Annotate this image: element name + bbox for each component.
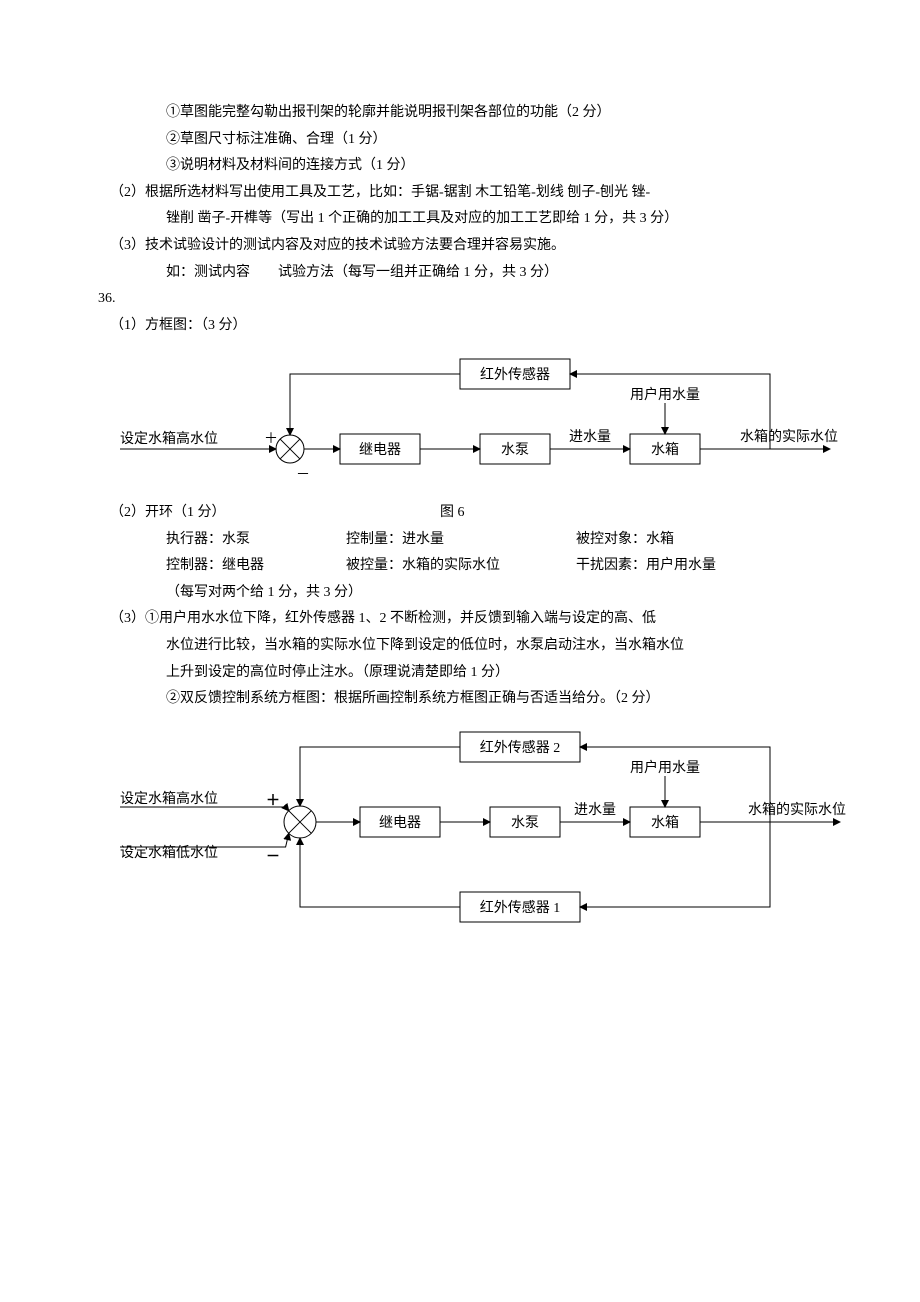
q35-sub2-line1: （2）根据所选材料写出使用工具及工艺，比如：手锯-锯割 木工铅笔-划线 刨子-刨…: [110, 180, 810, 207]
svg-text:－: －: [266, 850, 280, 865]
q36-params-row1: 执行器：水泵 控制量：进水量 被控对象：水箱: [166, 527, 810, 554]
executor: 执行器：水泵: [166, 527, 346, 554]
svg-text:水箱: 水箱: [651, 815, 679, 831]
q35-sub1-line3: ③说明材料及材料间的连接方式（1 分）: [166, 153, 810, 180]
svg-text:设定水箱高水位: 设定水箱高水位: [120, 430, 218, 447]
svg-text:用户用水量: 用户用水量: [630, 759, 700, 776]
q36-sub3-line3: 上升到设定的高位时停止注水。（原理说清楚即给 1 分）: [166, 660, 810, 687]
q36-sub1: （1）方框图：（3 分）: [110, 313, 810, 340]
svg-text:水箱: 水箱: [651, 442, 679, 458]
svg-text:水箱的实际水位: 水箱的实际水位: [740, 429, 838, 445]
q35-sub2-line2: 锉削 凿子-开榫等（写出 1 个正确的加工工具及对应的加工工艺即给 1 分，共 …: [166, 206, 810, 233]
q36-params-score: （每写对两个给 1 分，共 3 分）: [166, 580, 810, 607]
diagram-1: 设定水箱高水位＋继电器水泵进水量水箱用户用水量水箱的实际水位红外传感器－: [110, 339, 810, 500]
q36-params-row2: 控制器：继电器 被控量：水箱的实际水位 干扰因素：用户用水量: [166, 553, 810, 580]
controlled-qty: 被控量：水箱的实际水位: [346, 553, 576, 580]
diagram-2: 设定水箱高水位＋设定水箱低水位－继电器水泵进水量水箱用户用水量水箱的实际水位红外…: [110, 717, 810, 943]
controller: 控制器：继电器: [166, 553, 346, 580]
q35-sub3-line2: 如：测试内容 试验方法（每写一组并正确给 1 分，共 3 分）: [166, 260, 810, 287]
svg-text:继电器: 继电器: [379, 815, 421, 831]
controlled-obj: 被控对象：水箱: [576, 527, 674, 554]
svg-text:水泵: 水泵: [511, 815, 539, 831]
svg-text:水箱的实际水位: 水箱的实际水位: [748, 802, 846, 818]
q36-sub3-line4: ②双反馈控制系统方框图：根据所画控制系统方框图正确与否适当给分。（2 分）: [166, 686, 810, 713]
disturbance: 干扰因素：用户用水量: [576, 553, 716, 580]
q35-sub1-line2: ②草图尺寸标注准确、合理（1 分）: [166, 127, 810, 154]
svg-text:红外传感器 1: 红外传感器 1: [480, 899, 561, 916]
svg-text:＋: ＋: [266, 794, 280, 809]
svg-text:继电器: 继电器: [359, 442, 401, 458]
svg-text:＋: ＋: [264, 432, 278, 447]
svg-text:红外传感器 2: 红外传感器 2: [480, 739, 561, 756]
svg-text:进水量: 进水量: [574, 802, 616, 818]
svg-text:红外传感器: 红外传感器: [480, 366, 550, 383]
q35-sub1-line1: ①草图能完整勾勒出报刊架的轮廓并能说明报刊架各部位的功能（2 分）: [166, 100, 810, 127]
figure-6-label: 图 6: [440, 500, 465, 527]
control-qty: 控制量：进水量: [346, 527, 576, 554]
svg-text:设定水箱高水位: 设定水箱高水位: [120, 790, 218, 807]
q36-number: 36.: [98, 286, 810, 313]
svg-text:－: －: [296, 468, 310, 483]
q36-sub3-line2: 水位进行比较，当水箱的实际水位下降到设定的低位时，水泵启动注水，当水箱水位: [166, 633, 810, 660]
svg-text:进水量: 进水量: [569, 429, 611, 445]
svg-text:用户用水量: 用户用水量: [630, 386, 700, 403]
q35-sub3-line1: （3）技术试验设计的测试内容及对应的技术试验方法要合理并容易实施。: [110, 233, 810, 260]
svg-text:水泵: 水泵: [501, 442, 529, 458]
q36-sub3-line1: （3）①用户用水水位下降，红外传感器 1、2 不断检测，并反馈到输入端与设定的高…: [110, 606, 810, 633]
q36-sub2-row: （2）开环（1 分） 图 6: [110, 500, 810, 527]
q36-sub2-label: （2）开环（1 分）: [110, 500, 440, 527]
